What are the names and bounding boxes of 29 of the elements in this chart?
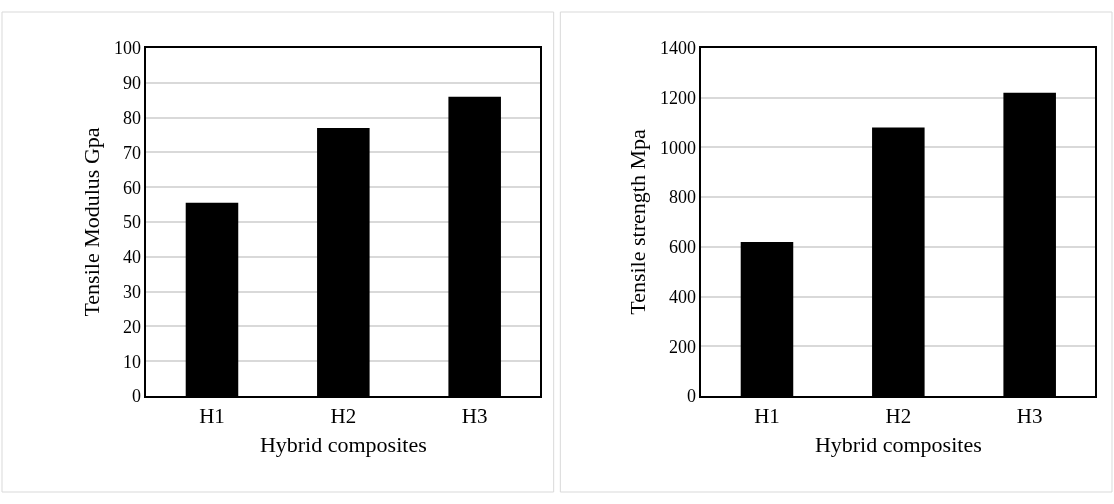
y-tick-label: 800 bbox=[668, 187, 696, 208]
x-tick-label: H1 bbox=[754, 403, 780, 428]
y-tick-label: 600 bbox=[668, 237, 696, 258]
y-tick-label: 10 bbox=[122, 351, 141, 372]
y-tick-label: 30 bbox=[122, 281, 141, 302]
y-tick-label: 90 bbox=[122, 73, 141, 94]
y-tick-label: 0 bbox=[686, 386, 696, 407]
x-axis-title: Hybrid composites bbox=[814, 432, 982, 458]
y-tick-label: 200 bbox=[668, 336, 696, 357]
y-axis-title: Tensile strength Mpa bbox=[625, 129, 651, 315]
y-tick-label: 1200 bbox=[659, 88, 696, 109]
x-axis-title: Hybrid composites bbox=[259, 432, 427, 458]
x-tick-label: H3 bbox=[1016, 403, 1043, 428]
y-tick-label: 80 bbox=[122, 107, 141, 128]
y-tick-label: 20 bbox=[122, 316, 141, 337]
y-tick-label: 70 bbox=[122, 142, 141, 163]
x-tick-label: H2 bbox=[885, 403, 912, 428]
x-tick-label: H1 bbox=[199, 403, 225, 428]
y-tick-label: 1000 bbox=[659, 137, 696, 158]
y-tick-label: 0 bbox=[131, 386, 141, 407]
y-tick-label: 50 bbox=[122, 212, 141, 233]
y-tick-label: 100 bbox=[113, 38, 141, 59]
y-tick-label: 400 bbox=[668, 286, 696, 307]
x-tick-label: H2 bbox=[330, 403, 357, 428]
y-tick-label: 1400 bbox=[659, 38, 696, 59]
y-axis-title: Tensile Modulus Gpa bbox=[79, 127, 105, 317]
y-tick-label: 40 bbox=[122, 247, 141, 268]
y-tick-label: 60 bbox=[122, 177, 141, 198]
x-tick-label: H3 bbox=[461, 403, 488, 428]
